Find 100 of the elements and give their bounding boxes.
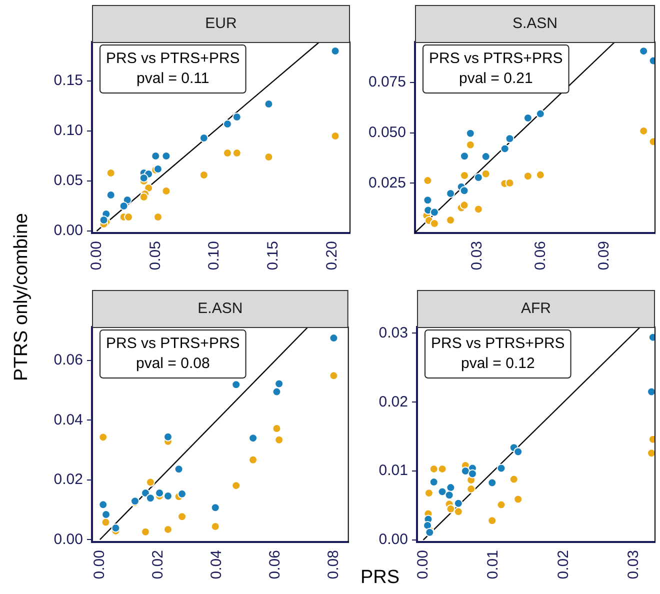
point xyxy=(199,170,208,180)
point xyxy=(446,504,456,514)
point xyxy=(106,190,116,200)
point xyxy=(329,371,338,380)
y-tick-label: 0.03 xyxy=(378,324,408,342)
x-tick-label: 0.02 xyxy=(149,550,166,580)
point xyxy=(101,518,110,527)
x-tick-label: 0.00 xyxy=(88,241,105,270)
y-tick-label: 0.00 xyxy=(54,530,83,548)
y-tick-label: 0.00 xyxy=(54,222,83,240)
point xyxy=(466,140,475,150)
annotation: pval = 0.11 xyxy=(136,70,210,88)
point xyxy=(514,494,523,504)
annotation: pval = 0.12 xyxy=(460,355,535,372)
x-tick-label: 0.03 xyxy=(625,550,642,580)
point xyxy=(232,148,242,158)
y-axis-title: PTRS only/combine xyxy=(11,213,33,381)
point xyxy=(488,478,497,488)
point xyxy=(222,120,232,128)
point xyxy=(174,464,184,474)
y-tick-label: 0.04 xyxy=(54,411,83,428)
point xyxy=(430,208,439,217)
point xyxy=(106,168,116,178)
y-tick-label: 0.01 xyxy=(378,462,408,480)
x-tick-label: 0.02 xyxy=(554,550,572,580)
y-tick-label: 0.00 xyxy=(378,531,408,548)
point xyxy=(454,498,463,508)
annotation: PRS vs PTRS+PRS xyxy=(430,335,565,352)
annotation: PRS vs PTRS+PRS xyxy=(428,50,563,68)
point xyxy=(162,152,171,160)
point xyxy=(98,432,108,442)
point xyxy=(488,516,497,526)
x-tick-label: 0.06 xyxy=(532,241,549,270)
point xyxy=(523,172,532,181)
x-tick-label: 0.06 xyxy=(266,550,284,580)
y-tick-label: 0.050 xyxy=(368,124,406,141)
point xyxy=(460,186,469,196)
point xyxy=(146,478,155,487)
point xyxy=(639,46,648,56)
y-tick-label: 0.02 xyxy=(378,393,408,410)
point xyxy=(274,435,284,444)
point xyxy=(146,494,155,503)
point xyxy=(514,447,523,456)
point xyxy=(199,134,208,142)
y-tick-label: 0.075 xyxy=(368,73,406,90)
point xyxy=(139,192,148,202)
x-tick-label: 0.20 xyxy=(323,241,340,270)
point xyxy=(330,46,340,56)
point xyxy=(162,186,171,196)
point xyxy=(264,100,274,108)
point xyxy=(438,487,447,496)
x-tick-label: 0.00 xyxy=(91,550,108,580)
point xyxy=(474,204,483,214)
x-tick-label: 0.09 xyxy=(595,241,612,270)
point xyxy=(98,500,108,510)
point xyxy=(536,109,545,118)
annotation: PRS vs PTRS+PRS xyxy=(106,50,240,68)
point xyxy=(111,523,120,532)
x-tick-label: 0.01 xyxy=(484,550,502,580)
chart-title: E.ASN xyxy=(198,300,243,318)
point xyxy=(210,503,220,512)
annotation: pval = 0.08 xyxy=(136,355,210,372)
chart-title: S.ASN xyxy=(512,15,558,32)
point xyxy=(536,170,545,180)
y-tick-label: 0.06 xyxy=(54,352,83,369)
point xyxy=(423,520,432,530)
point xyxy=(509,474,518,484)
x-tick-label: 0.05 xyxy=(146,241,164,270)
point xyxy=(248,434,258,443)
x-tick-label: 0.15 xyxy=(264,241,282,270)
y-tick-label: 0.05 xyxy=(54,172,83,190)
point xyxy=(274,379,284,388)
point xyxy=(523,114,532,123)
point xyxy=(454,507,463,516)
point xyxy=(468,469,477,478)
y-tick-label: 0.02 xyxy=(54,471,83,488)
point xyxy=(496,464,506,473)
point xyxy=(444,490,454,500)
point xyxy=(232,380,241,390)
x-tick-label: 0.08 xyxy=(324,550,342,580)
point xyxy=(500,144,510,154)
x-tick-label: 0.04 xyxy=(208,550,225,580)
point xyxy=(139,174,148,182)
point xyxy=(460,200,469,210)
point xyxy=(232,112,242,122)
chart-title: EUR xyxy=(205,15,237,32)
point xyxy=(151,152,160,160)
y-tick-label: 0.10 xyxy=(54,122,83,140)
point xyxy=(423,196,432,205)
x-tick-label: 0.10 xyxy=(206,241,223,270)
point xyxy=(496,500,506,510)
point xyxy=(424,488,434,498)
point xyxy=(330,132,340,140)
point xyxy=(232,481,241,490)
point xyxy=(119,202,128,210)
point xyxy=(481,169,490,178)
y-tick-label: 0.15 xyxy=(54,72,83,90)
x-tick-label: 0.00 xyxy=(414,550,432,580)
point xyxy=(272,387,282,396)
point xyxy=(466,128,475,138)
